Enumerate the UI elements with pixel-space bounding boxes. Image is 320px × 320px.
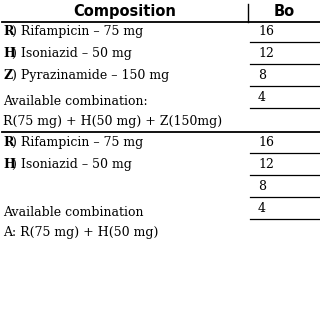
Text: H: H bbox=[3, 158, 15, 171]
Text: ) Isoniazid – 50 mg: ) Isoniazid – 50 mg bbox=[12, 47, 132, 60]
Text: ) Pyrazinamide – 150 mg: ) Pyrazinamide – 150 mg bbox=[12, 69, 169, 82]
Text: Available combination: Available combination bbox=[3, 206, 143, 219]
Text: ) Rifampicin – 75 mg: ) Rifampicin – 75 mg bbox=[12, 136, 143, 149]
Text: R(75 mg) + H(50 mg) + Z(150mg): R(75 mg) + H(50 mg) + Z(150mg) bbox=[3, 115, 222, 128]
Text: 8: 8 bbox=[258, 69, 266, 82]
Text: 8: 8 bbox=[258, 180, 266, 193]
Text: ) Isoniazid – 50 mg: ) Isoniazid – 50 mg bbox=[12, 158, 132, 171]
Text: H: H bbox=[3, 47, 15, 60]
Text: Z: Z bbox=[3, 69, 12, 82]
Text: Available combination:: Available combination: bbox=[3, 95, 148, 108]
Text: 12: 12 bbox=[258, 47, 274, 60]
Text: 4: 4 bbox=[258, 202, 266, 215]
Text: Composition: Composition bbox=[74, 4, 176, 19]
Text: R: R bbox=[3, 25, 13, 38]
Text: 4: 4 bbox=[258, 91, 266, 104]
Text: 16: 16 bbox=[258, 25, 274, 38]
Text: 12: 12 bbox=[258, 158, 274, 171]
Text: 16: 16 bbox=[258, 136, 274, 149]
Text: ) Rifampicin – 75 mg: ) Rifampicin – 75 mg bbox=[12, 25, 143, 38]
Text: A: R(75 mg) + H(50 mg): A: R(75 mg) + H(50 mg) bbox=[3, 226, 158, 239]
Text: R: R bbox=[3, 136, 13, 149]
Text: Bo: Bo bbox=[273, 4, 295, 19]
